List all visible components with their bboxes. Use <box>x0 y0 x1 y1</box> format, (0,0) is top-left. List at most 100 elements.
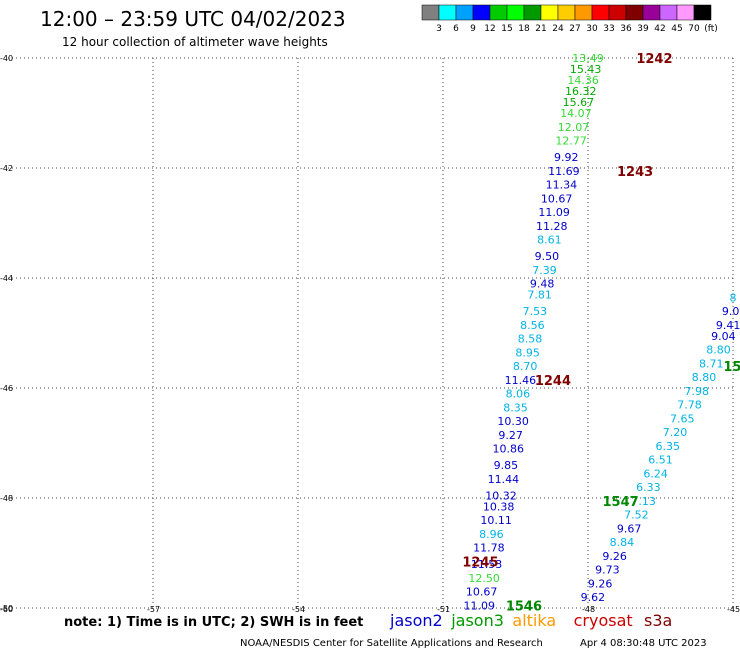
swh-label: 9.92 <box>554 151 579 164</box>
scale-swatch <box>608 4 627 21</box>
swh-label: 8.06 <box>506 388 531 401</box>
swh-label: 11.44 <box>488 473 520 486</box>
swh-label: 10.67 <box>541 192 573 205</box>
x-tick-label: -51 <box>437 605 450 614</box>
scale-label: 6 <box>453 24 459 34</box>
scale-label: 15 <box>501 24 512 34</box>
swh-label: 6.35 <box>656 440 681 453</box>
swh-label: 7.65 <box>670 412 695 425</box>
swh-label: 9.04 <box>711 330 736 343</box>
swh-label: 6.51 <box>648 454 673 467</box>
swh-label: 9.0 <box>722 305 740 318</box>
scale-label: 21 <box>535 24 546 34</box>
swh-label: 12.77 <box>555 135 587 148</box>
swh-label: 9.67 <box>617 522 642 535</box>
swh-label: 10.67 <box>466 586 498 599</box>
swh-label: 8.96 <box>479 528 504 541</box>
swh-label: 9.26 <box>602 550 627 563</box>
swh-label: 8.61 <box>537 234 562 247</box>
time-label: 1546 <box>506 599 542 614</box>
scale-label: 42 <box>654 24 665 34</box>
scale-label: (ft) <box>704 24 718 34</box>
corner-tick-label: -60 <box>0 605 13 614</box>
swh-label: 9.26 <box>588 577 613 590</box>
swh-label: 7.39 <box>532 264 557 277</box>
swh-label: 10.30 <box>497 415 529 428</box>
legend-cryosat: cryosat <box>574 611 633 630</box>
swh-label: 10.86 <box>493 443 525 456</box>
swh-label: 8.84 <box>610 536 635 549</box>
scale-swatch <box>421 4 440 21</box>
scale-swatch <box>676 4 695 21</box>
swh-label: 7.98 <box>685 385 710 398</box>
x-tick-label: -57 <box>147 605 160 614</box>
scale-swatch <box>574 4 593 21</box>
scale-label: 18 <box>518 24 530 34</box>
time-label: 1243 <box>617 165 653 180</box>
swh-label: 11.53 <box>471 558 503 571</box>
scale-swatch <box>625 4 644 21</box>
swh-label: 9.62 <box>581 591 606 604</box>
wave-height-labels: 13.4915.4314.3616.3215.6714.0712.0712.77… <box>464 52 740 612</box>
chart-title: 12:00 – 23:59 UTC 04/02/2023 <box>40 7 346 31</box>
swh-label: 8.35 <box>503 401 528 414</box>
swh-label: 16.32 <box>565 85 597 98</box>
time-label: 15 <box>723 360 740 375</box>
swh-label: 8.56 <box>520 319 545 332</box>
swh-label: 7.81 <box>527 289 552 302</box>
scale-label: 39 <box>637 24 649 34</box>
swh-label: 8.80 <box>706 344 731 357</box>
scale-swatch <box>591 4 610 21</box>
swh-label: 6.24 <box>643 467 668 480</box>
scale-swatch <box>557 4 576 21</box>
swh-label: 7.78 <box>677 399 702 412</box>
scale-swatch <box>693 4 712 21</box>
swh-label: 7.13 <box>631 495 656 508</box>
swh-label: 14.36 <box>567 74 599 87</box>
y-tick-label: -48 <box>0 494 13 503</box>
swh-label: 12.50 <box>468 572 500 585</box>
swh-label: 14.07 <box>560 107 592 120</box>
swh-label: 9.27 <box>498 429 523 442</box>
legend-altika: altika <box>512 611 556 630</box>
swh-label: 7.20 <box>663 426 688 439</box>
swh-label: 11.09 <box>464 599 496 612</box>
swh-label: 11.78 <box>473 542 505 555</box>
swh-label: 6.33 <box>636 481 661 494</box>
scale-label: 30 <box>586 24 598 34</box>
swh-label: 11.28 <box>536 220 568 233</box>
swh-label: 10.32 <box>485 489 517 502</box>
swh-label: 15.67 <box>563 96 595 109</box>
swh-label: 10.38 <box>483 500 515 513</box>
scale-label: 27 <box>569 24 580 34</box>
time-label: 1242 <box>636 52 672 67</box>
grid-lines <box>8 57 734 609</box>
swh-label: 9.85 <box>494 459 519 472</box>
swh-label: 9.50 <box>535 250 560 263</box>
legend-jason2: jason2 <box>389 611 443 630</box>
scale-swatch <box>506 4 525 21</box>
footer-note: note: 1) Time is in UTC; 2) SWH is in fe… <box>64 615 363 630</box>
time-label: 1245 <box>462 555 498 570</box>
legend-s3a: s3a <box>644 611 672 630</box>
scale-swatch <box>455 4 474 21</box>
swh-label: 8.80 <box>692 371 717 384</box>
x-tick-label: -45 <box>727 605 740 614</box>
scale-label: 12 <box>484 24 495 34</box>
axis-ticks: -40 -42 -44 -46 -48 -50 -57 -54 -51 -48 -45 -60 <box>0 54 740 614</box>
swh-label: 8.71 <box>699 357 724 370</box>
scale-label: 36 <box>620 24 632 34</box>
satellite-legend: jason2 jason3 altika cryosat s3a <box>389 611 672 630</box>
y-tick-label: -40 <box>0 54 13 63</box>
time-label: 1244 <box>535 374 571 389</box>
scale-label: 24 <box>552 24 564 34</box>
scale-swatch <box>472 4 491 21</box>
swh-label: 9.48 <box>530 278 555 291</box>
scale-swatch <box>489 4 508 21</box>
swh-label: 10.11 <box>480 514 512 527</box>
swh-label: 8 <box>730 291 737 304</box>
swh-label: 8.95 <box>515 346 540 359</box>
time-label: 1547 <box>603 495 639 510</box>
swh-label: 8.58 <box>518 333 543 346</box>
